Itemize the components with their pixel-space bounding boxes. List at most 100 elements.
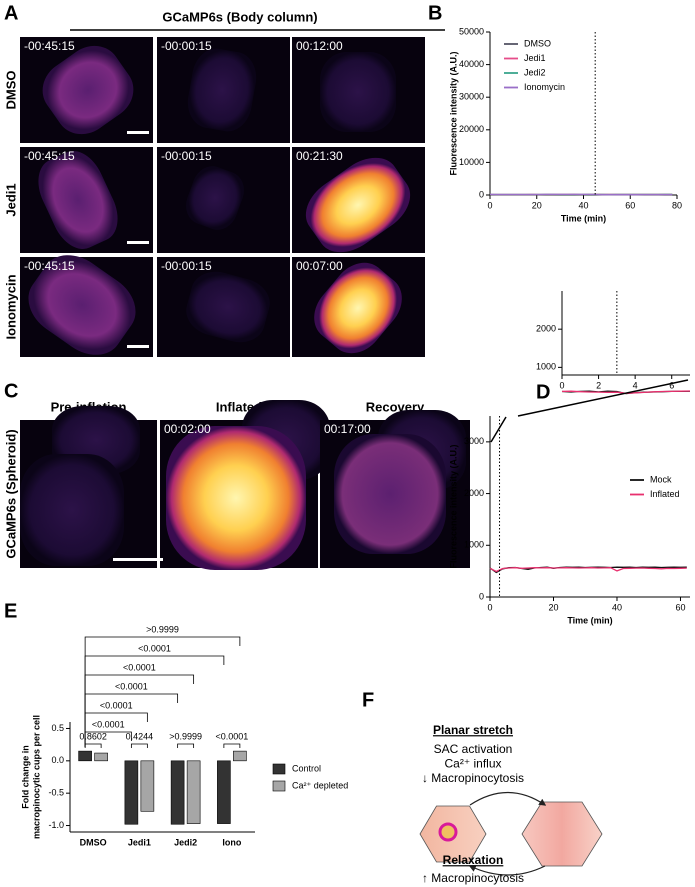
stretch-title: Planar stretch xyxy=(433,723,513,737)
cell-blob xyxy=(320,52,396,132)
timestamp: -00:00:15 xyxy=(161,149,212,163)
cell-blob xyxy=(187,48,257,132)
bracket xyxy=(84,731,132,747)
arrow xyxy=(468,865,546,876)
cell-blob xyxy=(186,271,270,343)
x-axis-title: Time (min) xyxy=(561,213,606,223)
cell-blob xyxy=(305,157,411,253)
row-label: Jedi1 xyxy=(3,183,18,216)
x-axis-title: Time (min) xyxy=(567,615,612,625)
timestamp: 00:21:30 xyxy=(296,149,343,163)
p-value: <0.0001 xyxy=(115,681,148,691)
timestamp: -00:45:15 xyxy=(24,149,75,163)
bracket xyxy=(130,743,148,748)
panel-label: E xyxy=(4,600,17,622)
panel-label: A xyxy=(4,2,18,24)
y-tick-label: 0.0 xyxy=(51,755,64,765)
x-tick-label: Jedi2 xyxy=(174,837,197,847)
timestamp: -00:00:15 xyxy=(161,259,212,273)
y-axis-title: Fluorescence intensity (A.U.) xyxy=(448,51,458,175)
legend-label: DMSO xyxy=(524,38,551,48)
legend-label: Ca²⁺ depleted xyxy=(292,780,348,790)
bar xyxy=(217,760,231,824)
p-value: <0.0001 xyxy=(92,719,125,729)
legend-label: Ionomycin xyxy=(524,82,565,92)
x-tick-label: 6 xyxy=(669,380,674,390)
legend-label: Inflated xyxy=(650,489,680,499)
x-tick-label: 0 xyxy=(487,200,492,210)
y-axis-title: Fold change in xyxy=(20,745,30,809)
scale-bar xyxy=(127,345,149,348)
x-tick-label: 0 xyxy=(487,602,492,612)
macropinocytic-cup xyxy=(438,822,458,842)
cell-blob xyxy=(166,426,306,570)
bracket xyxy=(177,743,195,748)
legend-label: Jedi1 xyxy=(524,53,546,63)
x-tick-label: 80 xyxy=(672,200,682,210)
y-tick-label: 50000 xyxy=(459,26,484,36)
row-label: DMSO xyxy=(3,71,18,110)
y-tick-label: 10000 xyxy=(459,157,484,167)
y-tick-label: -0.5 xyxy=(48,788,64,798)
bar xyxy=(124,760,139,825)
cell-blob xyxy=(28,255,136,355)
legend-swatch xyxy=(272,780,286,792)
y-tick-label: -1.0 xyxy=(48,820,64,830)
panel-label: C xyxy=(4,380,18,402)
p-value: 0.8602 xyxy=(79,731,107,741)
zoom-line xyxy=(490,416,507,443)
timestamp: 00:07:00 xyxy=(296,259,343,273)
x-tick-label: 4 xyxy=(633,380,638,390)
bar xyxy=(94,752,108,762)
y-tick-label: 0 xyxy=(479,591,484,601)
bar xyxy=(170,760,185,825)
x-tick-label: 40 xyxy=(612,602,622,612)
p-value: <0.0001 xyxy=(123,662,156,672)
stretch-effect: Ca²⁺ influx xyxy=(444,757,501,771)
bar xyxy=(186,760,201,824)
scale-bar xyxy=(127,131,149,134)
cell-blob xyxy=(38,151,118,249)
panel-a-title: GCaMP6s (Body column) xyxy=(162,9,317,24)
timestamp: -00:45:15 xyxy=(24,259,75,273)
cell-blob xyxy=(334,434,446,554)
timestamp: -00:00:15 xyxy=(161,39,212,53)
y-tick-label: 20000 xyxy=(459,124,484,134)
scale-bar xyxy=(113,558,163,561)
timestamp: 00:12:00 xyxy=(296,39,343,53)
cell-blob xyxy=(20,454,124,566)
timestamp: -00:45:15 xyxy=(24,39,75,53)
cell-blob xyxy=(42,45,134,135)
bracket xyxy=(84,712,148,747)
x-tick-label: Jedi1 xyxy=(128,837,151,847)
x-tick-label: 0 xyxy=(559,380,564,390)
p-value: <0.0001 xyxy=(215,731,248,741)
cell-shape xyxy=(521,801,603,867)
zoom-line xyxy=(517,379,689,417)
bracket xyxy=(84,743,102,748)
p-value: <0.0001 xyxy=(100,700,133,710)
panel-label: B xyxy=(428,2,442,24)
x-tick-label: 2 xyxy=(596,380,601,390)
relaxation-effect: ↑ Macropinocytosis xyxy=(422,871,524,885)
timestamp: 00:17:00 xyxy=(324,422,371,436)
y-tick-label: 2000 xyxy=(464,488,484,498)
row-label: GCaMP6s (Spheroid) xyxy=(3,429,18,558)
timestamp: 00:02:00 xyxy=(164,422,211,436)
y-tick-label: 1000 xyxy=(464,540,484,550)
arrow xyxy=(469,791,547,806)
x-tick-label: DMSO xyxy=(80,837,107,847)
y-tick-label: 40000 xyxy=(459,59,484,69)
legend-label: Jedi2 xyxy=(524,67,546,77)
cell-blob xyxy=(186,166,244,230)
bracket xyxy=(223,743,241,748)
x-tick-label: 20 xyxy=(548,602,558,612)
x-tick-label: Iono xyxy=(222,837,241,847)
legend-label: Mock xyxy=(650,474,672,484)
y-tick-label: 0.5 xyxy=(51,723,64,733)
x-tick-label: 40 xyxy=(578,200,588,210)
y-tick-label: 1000 xyxy=(536,362,556,372)
content: DMSO -00:45:15 -00:00:15 00:12:00 Jedi1 -00:4… xyxy=(3,26,691,885)
relaxation-title: Relaxation xyxy=(443,853,504,867)
